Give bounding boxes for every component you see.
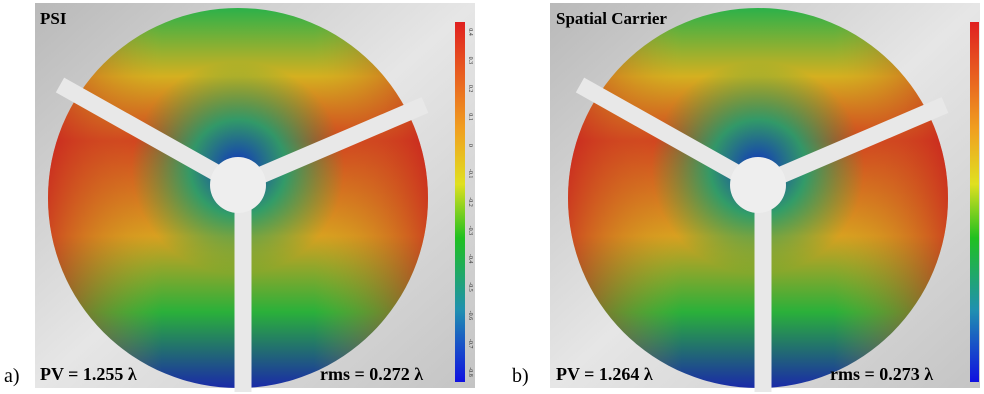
colorbar-tick-label: -0.4 xyxy=(467,254,473,264)
colorbar-tick-label: 0.3 xyxy=(467,57,473,64)
panel-title-text: Spatial Carrier xyxy=(556,9,667,28)
colorbar-tick-label: -0.8 xyxy=(467,367,473,377)
rms: rms = 0.272 λ xyxy=(320,364,423,384)
colorbar xyxy=(455,22,465,382)
colorbar-tick-label: -0.1 xyxy=(467,169,473,179)
colorbar-tick-label: 0.4 xyxy=(467,28,473,36)
colorbar-tick-label: 0.2 xyxy=(467,85,473,93)
panel-label: b) xyxy=(512,365,529,387)
colorbar-tick-label: -0.3 xyxy=(467,226,473,236)
pv: PV = 1.255 λ xyxy=(40,364,137,384)
panel-a: a) 0.4 0.3 0.2 0.1 0 -0.1 -0.2 -0.3 -0.4 -0.5 -0.6… xyxy=(4,3,475,392)
panel-label: a) xyxy=(4,365,20,387)
panel-title: PSI xyxy=(40,9,67,28)
colorbar-tick-label: -0.7 xyxy=(467,339,473,349)
colorbar-tick-label: -0.2 xyxy=(467,197,473,207)
colorbar-tick-label: -0.5 xyxy=(467,282,473,292)
rms: rms = 0.273 λ xyxy=(830,364,933,384)
colorbar-tick-label: -0.6 xyxy=(467,311,473,321)
panel-b: b) Spatial Carrier PV = 1.264 λ rms = 0.… xyxy=(512,3,980,392)
figure: a) 0.4 0.3 0.2 0.1 0 -0.1 -0.2 -0.3 -0.4 -0.5 -0.6… xyxy=(0,0,984,394)
panel-title: Spatial Carrier xyxy=(556,9,667,28)
colorbar xyxy=(970,22,979,382)
pv: PV = 1.264 λ xyxy=(556,364,653,384)
colorbar-tick-label: 0.1 xyxy=(467,113,473,121)
colorbar-tick-label: 0 xyxy=(467,144,473,147)
